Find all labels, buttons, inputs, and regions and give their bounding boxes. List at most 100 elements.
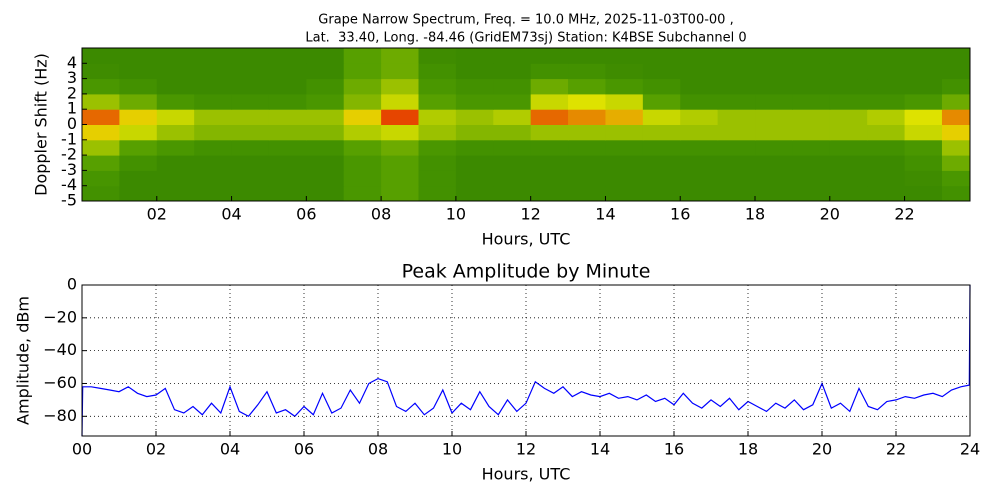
heat-cell [605,78,644,95]
y-tick-label: -2 [61,145,77,164]
heat-cell [867,63,906,80]
heat-cell [605,63,644,80]
heat-cell [829,109,868,125]
heat-cell [941,109,970,125]
y-tick-label: 3 [67,68,77,87]
x-tick-label: 06 [294,440,314,459]
heat-cell [829,78,868,95]
heat-cell [343,170,382,187]
x-tick-label: 10 [442,440,462,459]
heat-cell [343,124,382,141]
heat-cell [867,109,906,125]
heat-cell [904,155,943,171]
heat-cell [717,170,756,187]
y-tick-label: -5 [61,191,77,210]
heat-cell [642,155,681,171]
x-tick-label: 02 [147,205,167,224]
heat-cell [642,93,681,110]
heat-cell [568,63,606,80]
heat-cell [904,93,943,110]
heat-cell [904,124,943,141]
heat-cell [755,185,793,201]
heat-cell [306,185,345,201]
heat-cell [530,48,569,64]
heat-cell [381,124,420,141]
heat-cell [82,93,120,110]
heat-cell [904,109,943,125]
x-tick-label: 14 [595,205,615,224]
heat-cell [792,170,831,187]
heat-cell [680,124,719,141]
x-tick-label: 02 [146,440,166,459]
heat-cell [455,155,494,171]
x-tick-label: 16 [670,205,690,224]
heat-cell [941,155,970,171]
heat-cell [268,124,307,141]
x-tick-label: 10 [446,205,466,224]
heat-cell [904,48,943,64]
heat-cell [231,48,270,64]
heat-cell [530,63,569,80]
heat-cell [530,124,569,141]
heat-cell [82,185,120,201]
heat-cell [82,139,120,156]
heat-cell [119,170,158,187]
heat-cell [268,78,307,95]
heat-cell [119,139,158,156]
heat-cell [381,139,420,156]
heat-cell [493,109,532,125]
heat-cell [829,124,868,141]
heat-cell [642,185,681,201]
heat-cell [156,48,195,64]
heat-cell [680,93,719,110]
heat-cell [418,139,457,156]
heat-cell [530,109,569,125]
y-axis-label: Amplitude, dBm [14,296,33,425]
heat-cell [268,139,307,156]
heat-cell [941,124,970,141]
heat-cell [194,139,233,156]
heat-cell [867,170,906,187]
heat-cell [418,124,457,141]
heat-cell [530,170,569,187]
x-tick-label: 12 [516,440,536,459]
heat-cell [343,109,382,125]
heat-cell [343,155,382,171]
heat-cell [156,93,195,110]
heat-cell [829,155,868,171]
heat-cell [156,155,195,171]
heat-cell [194,124,233,141]
heat-cell [455,93,494,110]
y-tick-label: 2 [67,83,77,102]
heat-cell [568,93,606,110]
heat-cell [717,48,756,64]
heat-cell [306,170,345,187]
heat-cell [418,93,457,110]
x-tick-label: 22 [886,440,906,459]
y-axis-label: Doppler Shift (Hz) [32,53,51,196]
heat-cell [755,48,793,64]
plot-frame [81,47,971,202]
x-axis-label: Hours, UTC [482,230,571,249]
plot-frame [81,284,971,437]
heat-cell [867,124,906,141]
heat-cell [306,63,345,80]
heat-cell [680,139,719,156]
heat-cell [231,63,270,80]
chart-title: Peak Amplitude by Minute [402,261,651,283]
heat-cell [605,48,644,64]
heat-cell [455,124,494,141]
heat-cell [418,78,457,95]
heatmap [82,48,970,201]
heat-cell [306,124,345,141]
heat-cell [156,139,195,156]
heat-cell [568,170,606,187]
heat-cell [904,78,943,95]
heat-cell [455,78,494,95]
x-tick-label: 16 [664,440,684,459]
y-tick-label: 0 [67,114,77,133]
heat-cell [343,185,382,201]
heat-cell [82,63,120,80]
heat-cell [717,124,756,141]
heat-cell [755,124,793,141]
